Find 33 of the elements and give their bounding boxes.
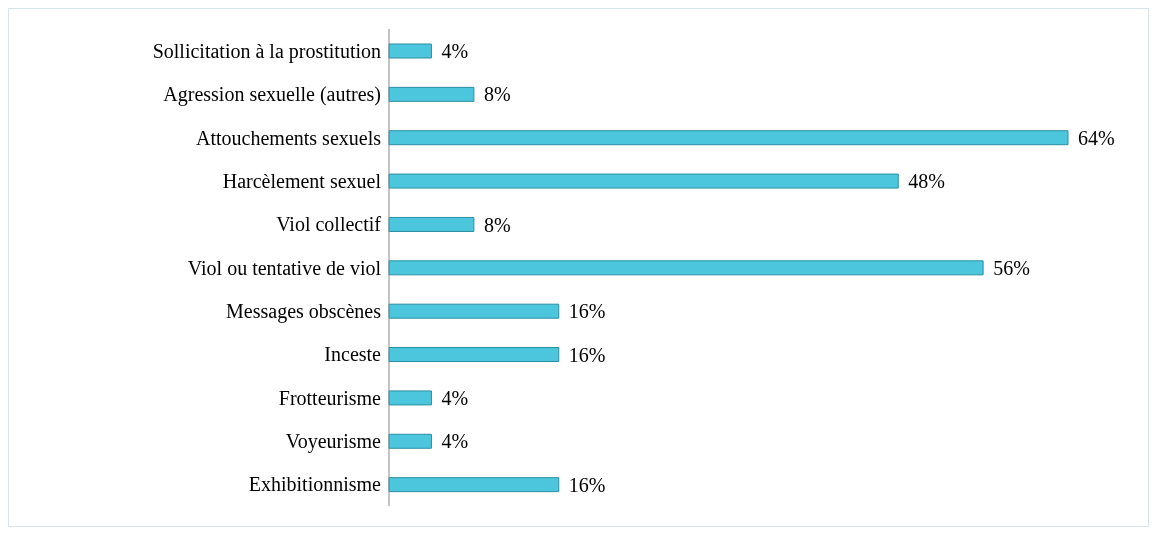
bar bbox=[388, 433, 432, 449]
data-label: 4% bbox=[441, 387, 469, 410]
y-tick-label: Viol ou tentative de viol bbox=[187, 256, 382, 279]
data-label: 8% bbox=[483, 83, 511, 106]
data-label: 56% bbox=[993, 256, 1030, 279]
bar bbox=[388, 43, 432, 59]
y-tick-label: Messages obscènes bbox=[226, 299, 382, 323]
bar bbox=[388, 130, 1069, 146]
y-tick-label: Voyeurisme bbox=[285, 430, 382, 454]
y-tick-label: Inceste bbox=[324, 343, 382, 366]
y-tick-label: Agression sexuelle (autres) bbox=[163, 83, 381, 107]
y-tick-label: Harcèlement sexuel bbox=[222, 169, 382, 192]
data-label: 8% bbox=[483, 213, 511, 236]
bar bbox=[388, 216, 475, 232]
data-label: 48% bbox=[908, 170, 945, 193]
y-tick-label: Viol collectif bbox=[276, 213, 382, 236]
data-label: 16% bbox=[568, 343, 606, 366]
data-label: 16% bbox=[568, 300, 606, 323]
y-tick-label: Frotteurisme bbox=[278, 386, 382, 409]
y-tick-label: Sollicitation à la prostitution bbox=[152, 39, 381, 63]
data-label: 4% bbox=[441, 430, 469, 453]
bar bbox=[388, 303, 560, 319]
data-label: 4% bbox=[441, 40, 469, 63]
bar bbox=[388, 390, 432, 406]
bar bbox=[388, 173, 899, 189]
y-tick-label: Attouchements sexuels bbox=[196, 126, 382, 149]
bar bbox=[388, 260, 984, 276]
y-tick-label: Exhibitionnisme bbox=[248, 473, 382, 496]
bar bbox=[388, 86, 475, 102]
data-label: 64% bbox=[1078, 126, 1115, 149]
data-label: 16% bbox=[568, 473, 606, 496]
bar bbox=[388, 477, 560, 493]
bar bbox=[388, 347, 560, 363]
